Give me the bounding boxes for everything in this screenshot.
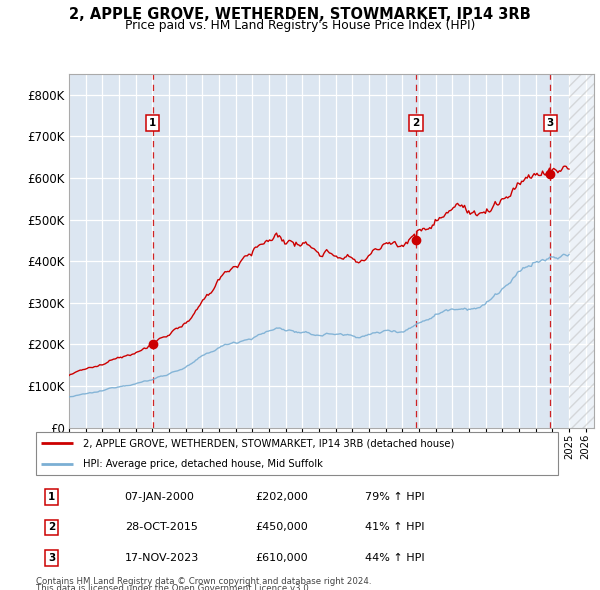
Text: 07-JAN-2000: 07-JAN-2000 — [125, 492, 194, 502]
Bar — [569, 74, 594, 428]
Text: 3: 3 — [547, 119, 554, 128]
Text: 2, APPLE GROVE, WETHERDEN, STOWMARKET, IP14 3RB: 2, APPLE GROVE, WETHERDEN, STOWMARKET, I… — [69, 7, 531, 22]
Text: 17-NOV-2023: 17-NOV-2023 — [125, 553, 199, 563]
Text: Price paid vs. HM Land Registry's House Price Index (HPI): Price paid vs. HM Land Registry's House … — [125, 19, 475, 32]
Text: Contains HM Land Registry data © Crown copyright and database right 2024.: Contains HM Land Registry data © Crown c… — [36, 577, 371, 586]
Text: 2, APPLE GROVE, WETHERDEN, STOWMARKET, IP14 3RB (detached house): 2, APPLE GROVE, WETHERDEN, STOWMARKET, I… — [83, 438, 454, 448]
Text: HPI: Average price, detached house, Mid Suffolk: HPI: Average price, detached house, Mid … — [83, 460, 323, 469]
Text: 44% ↑ HPI: 44% ↑ HPI — [365, 553, 424, 563]
Text: 2: 2 — [48, 523, 55, 532]
Text: 1: 1 — [48, 492, 55, 502]
Text: 3: 3 — [48, 553, 55, 563]
Text: This data is licensed under the Open Government Licence v3.0.: This data is licensed under the Open Gov… — [36, 584, 311, 590]
Text: 28-OCT-2015: 28-OCT-2015 — [125, 523, 197, 532]
Text: 2: 2 — [412, 119, 419, 128]
Text: £202,000: £202,000 — [255, 492, 308, 502]
Text: £450,000: £450,000 — [255, 523, 308, 532]
Text: £610,000: £610,000 — [255, 553, 308, 563]
FancyBboxPatch shape — [36, 432, 558, 475]
Text: 1: 1 — [149, 119, 157, 128]
Text: 79% ↑ HPI: 79% ↑ HPI — [365, 492, 424, 502]
Text: 41% ↑ HPI: 41% ↑ HPI — [365, 523, 424, 532]
